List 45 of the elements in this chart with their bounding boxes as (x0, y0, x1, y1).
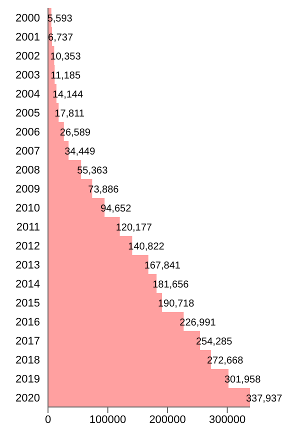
data-label: 301,958 (224, 374, 262, 386)
data-label: 73,886 (88, 184, 120, 196)
data-label: 26,589 (60, 128, 91, 138)
y-tick-label: 2000 (16, 12, 40, 24)
y-tick-label: 2017 (16, 335, 40, 348)
data-label: 254,285 (196, 336, 233, 348)
y-tick-label: 2005 (16, 107, 40, 120)
x-tick-label: 100000 (89, 414, 126, 426)
y-tick-label: 2006 (16, 126, 40, 138)
data-label: 120,177 (116, 222, 152, 234)
y-tick-label: 2012 (16, 240, 40, 252)
data-label: 11,185 (50, 70, 81, 82)
data-label: 181,656 (152, 280, 190, 290)
data-label: 167,841 (144, 260, 181, 272)
y-tick-label: 2019 (16, 373, 40, 386)
y-tick-label: 2004 (16, 88, 40, 100)
data-label: 17,811 (54, 108, 85, 120)
data-label: 6,737 (48, 32, 74, 44)
data-label: 94,652 (100, 204, 132, 214)
x-tick-label: 300000 (208, 414, 246, 426)
y-tick-label: 2018 (16, 354, 40, 366)
y-tick-label: 2009 (16, 183, 40, 196)
data-label: 10,353 (50, 52, 82, 62)
y-tick-label: 2014 (16, 278, 40, 290)
data-label: 34,449 (64, 146, 96, 158)
data-label: 140,822 (128, 242, 165, 252)
y-tick-label: 2020 (16, 392, 40, 404)
y-tick-label: 2003 (16, 69, 40, 82)
y-tick-label: 2001 (16, 31, 40, 44)
y-tick-label: 2016 (16, 316, 40, 328)
y-tick-label: 2010 (16, 202, 40, 214)
data-label: 337,937 (246, 394, 283, 404)
y-tick-label: 2002 (16, 50, 40, 62)
data-label: 272,668 (206, 356, 244, 366)
y-tick-label: 2015 (16, 297, 40, 310)
y-tick-label: 2007 (16, 145, 40, 158)
y-tick-label: 2008 (16, 164, 40, 176)
x-tick-label: 200000 (149, 414, 186, 426)
data-label: 190,718 (158, 298, 195, 310)
data-label: 55,363 (77, 166, 108, 176)
y-tick-label: 2013 (16, 259, 40, 272)
x-tick-label: 0 (44, 414, 52, 426)
y-tick-label: 2011 (16, 221, 40, 234)
data-label: 14,144 (52, 90, 84, 100)
data-label: 226,991 (180, 318, 216, 328)
